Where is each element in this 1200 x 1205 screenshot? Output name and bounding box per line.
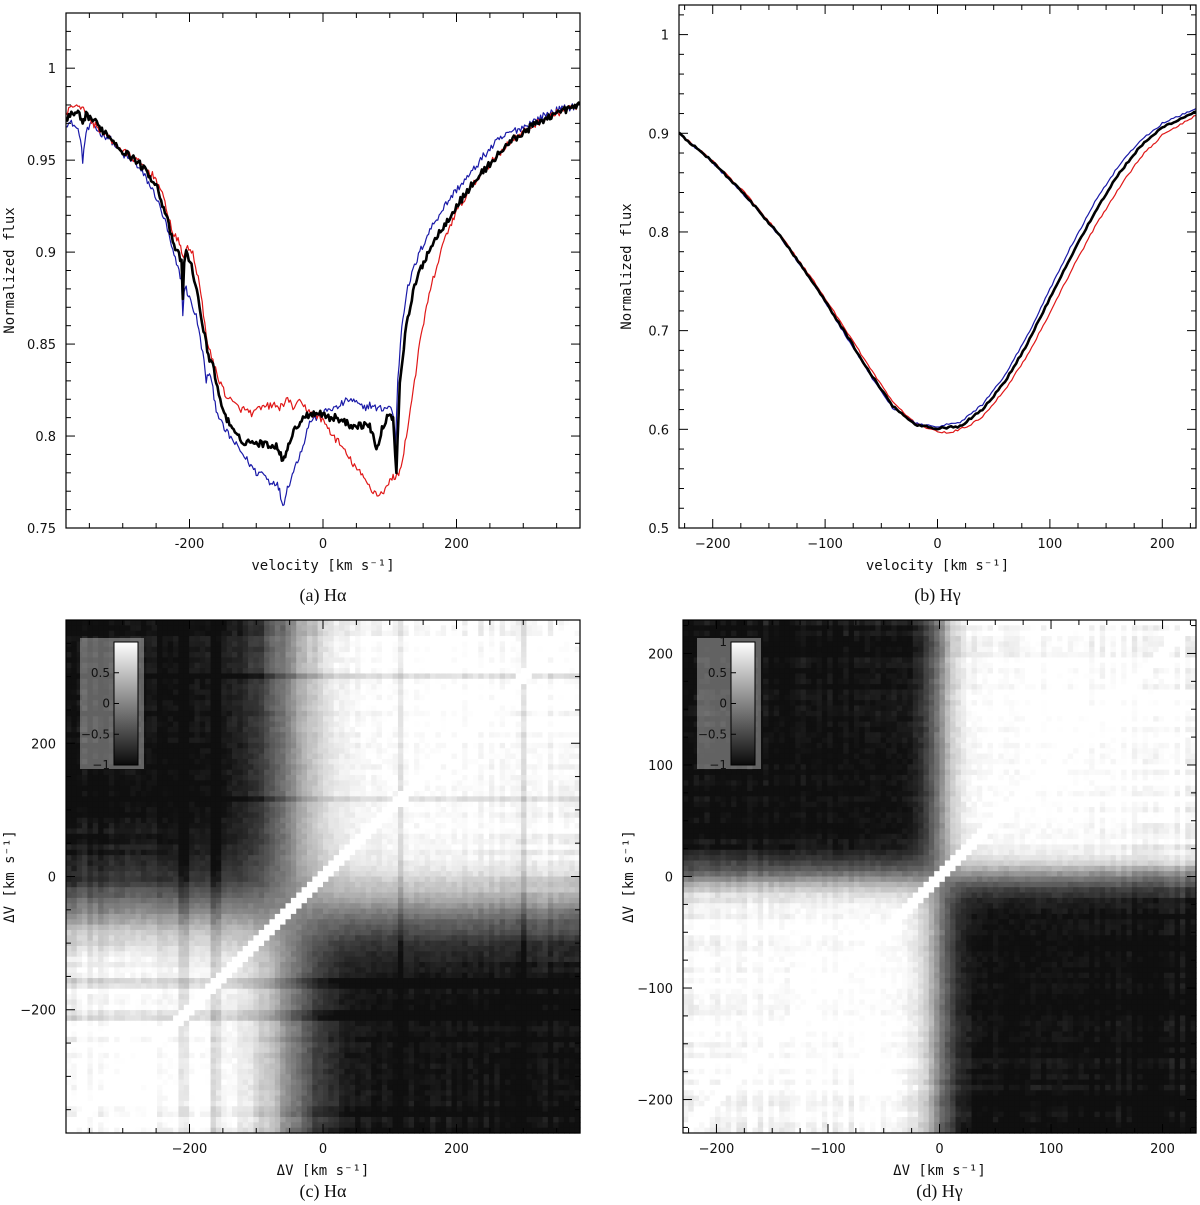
y-tick-label: 1 <box>661 29 669 44</box>
x-tick-label: −100 <box>807 537 843 552</box>
x-tick-label: 200 <box>1150 537 1175 552</box>
y-tick-label: 1 <box>48 62 56 77</box>
correlation-cells <box>66 620 581 1134</box>
series-line-0 <box>66 102 580 507</box>
y-axis-label: ΔV [km s⁻¹] <box>621 830 637 923</box>
series-line-1 <box>679 108 1196 428</box>
series-line-1 <box>66 103 580 497</box>
y-tick-label: −100 <box>637 982 673 997</box>
x-tick-label: −200 <box>695 537 731 552</box>
panel-d-h-gamma-correlation-map: 1 0.5 0 −0.5 −1 −200 −100 0 100 200 −200 −100 0 100 20… <box>621 619 1197 1202</box>
x-tick-label: 100 <box>1039 1142 1064 1157</box>
panel-a-h-alpha-profile: -200 0 200 0.75 0.8 0.85 0.9 0.95 1 velocity [km … <box>2 12 581 606</box>
colorbar-tick-label: −0.5 <box>698 727 727 741</box>
plot-frame <box>65 12 581 529</box>
x-axis-label: ΔV [km s⁻¹] <box>893 1163 986 1179</box>
x-axis-label: velocity [km s⁻¹] <box>251 558 394 574</box>
x-tick-label: -200 <box>175 537 205 552</box>
y-tick-label: 0.85 <box>27 338 56 353</box>
panel-b-h-gamma-profile: −200 −100 0 100 200 0.5 0.6 0.7 0.8 0.9 1 velocity … <box>619 4 1197 606</box>
colorbar-tick-label: −1 <box>709 758 727 772</box>
x-tick-label: 200 <box>1150 1142 1175 1157</box>
colorbar-tick-label: 0 <box>719 697 727 711</box>
y-tick-label: 0.8 <box>648 226 669 241</box>
panel-c-h-alpha-correlation-map: 0.5 0 −0.5 −1 −200 0 200 −200 0 200 ΔV [km s⁻¹] ΔV … <box>2 619 581 1202</box>
y-tick-label: 0.6 <box>648 423 669 438</box>
y-tick-label: 0.95 <box>27 154 56 169</box>
panel-caption: (b) Hγ <box>914 585 960 606</box>
series-line-2 <box>679 110 1196 431</box>
y-tick-label: 200 <box>648 647 673 662</box>
colorbar-tick-label: 0.5 <box>91 666 110 680</box>
colorbar-tick-label: 0.5 <box>708 666 727 680</box>
y-tick-label: 200 <box>31 737 56 752</box>
colorbar-tick-label: −1 <box>92 758 110 772</box>
y-tick-label: 0.9 <box>35 246 56 261</box>
y-axis-label: ΔV [km s⁻¹] <box>2 830 18 923</box>
y-tick-label: −200 <box>637 1094 673 1109</box>
y-tick-label: 0.7 <box>648 325 669 340</box>
x-tick-label: 0 <box>319 1142 327 1157</box>
series-line-2 <box>66 101 580 475</box>
y-tick-label: 0.8 <box>35 430 56 445</box>
y-tick-label: 0.75 <box>27 522 56 537</box>
y-tick-label: 0 <box>665 871 673 886</box>
colorbar-tick-label: 1 <box>719 635 727 649</box>
x-tick-label: 100 <box>1037 537 1062 552</box>
x-tick-label: 0 <box>933 537 941 552</box>
y-tick-label: 0 <box>48 871 56 886</box>
panel-caption: (c) Hα <box>300 1181 347 1202</box>
x-tick-label: 0 <box>319 537 327 552</box>
correlation-cells <box>683 620 1197 1134</box>
panel-caption: (a) Hα <box>300 585 347 606</box>
colorbar-tick-label: 0 <box>102 697 110 711</box>
y-axis-label: Normalized flux <box>619 203 635 329</box>
y-tick-label: 0.5 <box>648 522 669 537</box>
x-tick-label: −200 <box>172 1142 208 1157</box>
panel-caption: (d) Hγ <box>916 1181 962 1202</box>
x-tick-label: 200 <box>444 1142 469 1157</box>
x-axis-label: velocity [km s⁻¹] <box>866 558 1009 574</box>
y-tick-label: 100 <box>648 759 673 774</box>
x-tick-label: −100 <box>810 1142 846 1157</box>
y-tick-label: 0.9 <box>648 127 669 142</box>
x-tick-label: −200 <box>699 1142 735 1157</box>
colorbar-tick-label: −0.5 <box>81 727 110 741</box>
x-axis-label: ΔV [km s⁻¹] <box>277 1163 370 1179</box>
y-tick-label: −200 <box>20 1004 56 1019</box>
plot-frame <box>678 4 1197 529</box>
y-axis-label: Normalized flux <box>2 207 18 333</box>
x-tick-label: 200 <box>444 537 469 552</box>
x-tick-label: 0 <box>935 1142 943 1157</box>
series-line-0 <box>679 114 1196 434</box>
